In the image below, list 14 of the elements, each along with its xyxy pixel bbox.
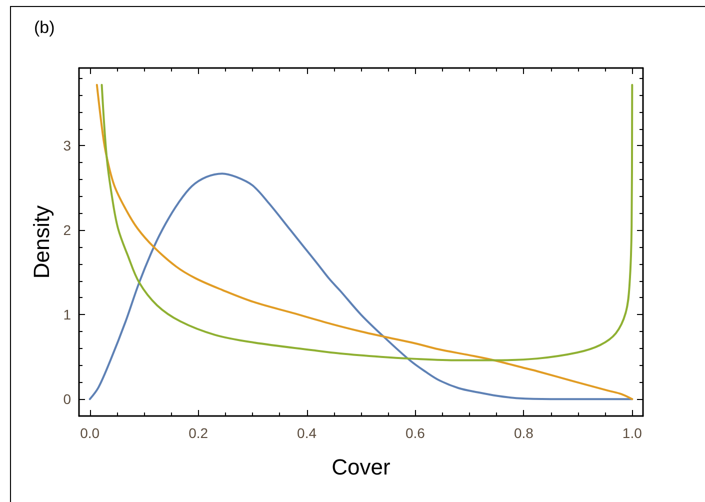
- y-axis-title: Density: [28, 205, 54, 279]
- x-axis-title: Cover: [332, 454, 390, 480]
- x-tick-label: 1.0: [622, 425, 642, 441]
- x-tick-label: 0.4: [297, 425, 317, 441]
- y-tick-label: 1: [63, 306, 72, 323]
- line-series: [88, 172, 634, 400]
- chart-title: (b): [34, 18, 55, 37]
- x-tick-label: 0.8: [514, 425, 534, 441]
- x-tick-label: 0.0: [80, 425, 100, 441]
- y-tick-label: 0: [63, 391, 72, 408]
- y-tick-label: 3: [63, 138, 72, 154]
- y-tick-label: 2: [63, 222, 72, 238]
- x-tick-label: 0.2: [188, 425, 208, 441]
- x-tick-label: 0.6: [405, 425, 426, 441]
